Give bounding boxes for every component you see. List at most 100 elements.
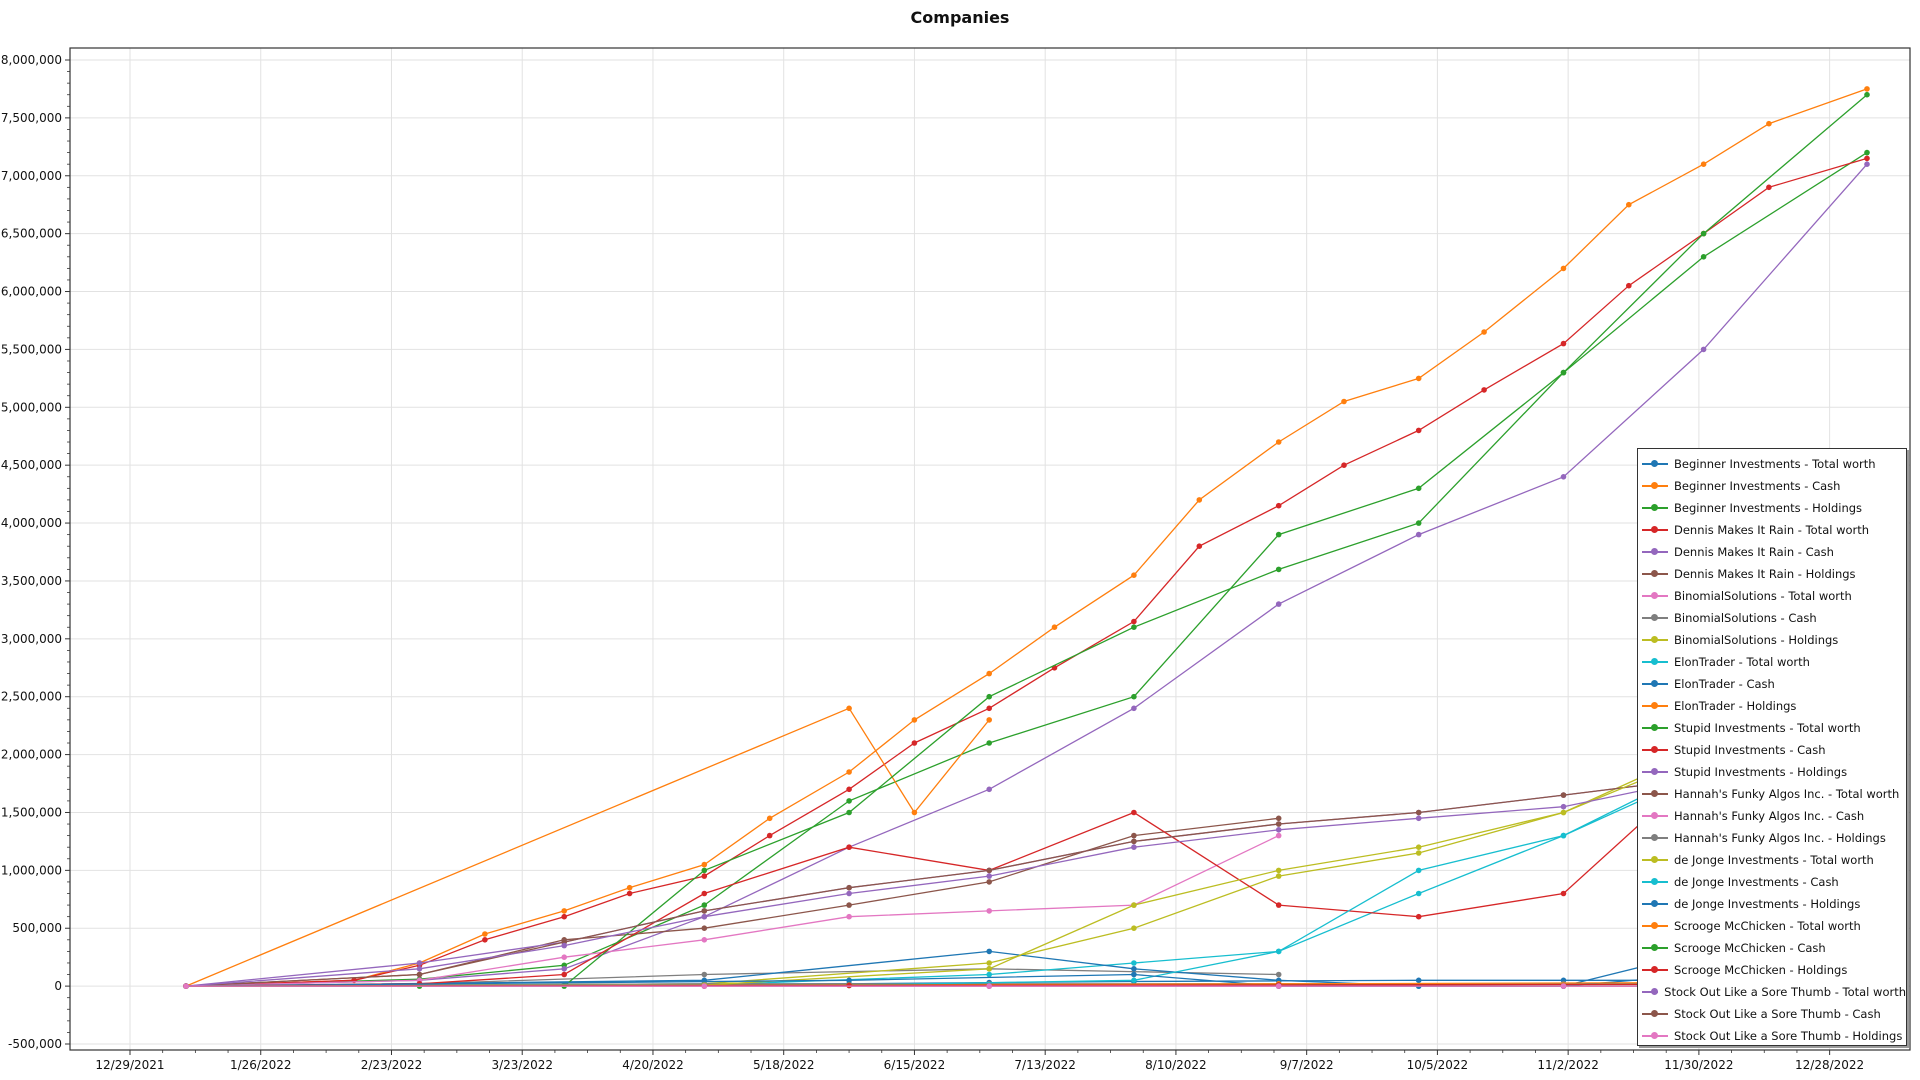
data-point bbox=[416, 966, 423, 972]
series-lines bbox=[183, 86, 1870, 989]
data-point bbox=[766, 832, 773, 839]
data-point bbox=[1481, 329, 1487, 335]
data-point bbox=[1131, 925, 1137, 931]
data-point bbox=[1275, 439, 1282, 445]
x-tick-label: 12/29/2021 bbox=[95, 1058, 164, 1072]
data-point bbox=[701, 983, 708, 989]
data-point bbox=[416, 971, 423, 978]
legend-item: Dennis Makes It Rain - Cash bbox=[1638, 541, 1906, 563]
x-tick-label: 12/28/2022 bbox=[1795, 1058, 1864, 1072]
legend-swatch bbox=[1642, 547, 1668, 557]
data-point bbox=[1481, 387, 1487, 393]
legend-item: Stupid Investments - Holdings bbox=[1638, 761, 1906, 783]
data-point bbox=[986, 717, 992, 723]
data-point bbox=[1131, 705, 1137, 712]
legend-item: ElonTrader - Holdings bbox=[1638, 695, 1906, 717]
data-point bbox=[1131, 838, 1137, 845]
legend-label: BinomialSolutions - Cash bbox=[1674, 611, 1817, 625]
x-tick-label: 9/7/2022 bbox=[1280, 1058, 1334, 1072]
data-point bbox=[701, 873, 708, 879]
legend-swatch bbox=[1642, 701, 1668, 711]
legend-label: Scrooge McChicken - Total worth bbox=[1674, 919, 1861, 933]
data-point bbox=[1275, 827, 1282, 833]
data-point bbox=[1864, 161, 1870, 167]
data-point bbox=[1275, 832, 1282, 839]
legend-item: Scrooge McChicken - Total worth bbox=[1638, 915, 1906, 937]
legend-label: ElonTrader - Holdings bbox=[1674, 699, 1797, 713]
legend-swatch bbox=[1642, 1031, 1668, 1041]
data-point bbox=[1415, 850, 1422, 856]
data-point bbox=[1415, 427, 1422, 434]
data-point bbox=[1415, 815, 1422, 822]
legend-item: Dennis Makes It Rain - Total worth bbox=[1638, 519, 1906, 541]
legend: Beginner Investments - Total worth Beginn… bbox=[1637, 448, 1907, 1046]
data-point bbox=[1560, 983, 1567, 989]
legend-item: de Jonge Investments - Total worth bbox=[1638, 849, 1906, 871]
data-point bbox=[1131, 971, 1137, 978]
legend-swatch bbox=[1642, 657, 1668, 667]
data-point bbox=[986, 948, 992, 955]
data-point bbox=[986, 740, 992, 746]
y-tick-label: 2,500,000 bbox=[1, 690, 62, 704]
legend-swatch bbox=[1642, 569, 1668, 579]
data-point bbox=[1131, 960, 1137, 966]
legend-item: BinomialSolutions - Holdings bbox=[1638, 629, 1906, 651]
legend-item: Beginner Investments - Total worth bbox=[1638, 453, 1906, 475]
data-point bbox=[1131, 977, 1137, 984]
legend-item: de Jonge Investments - Holdings bbox=[1638, 893, 1906, 915]
series-line bbox=[185, 835, 1279, 987]
data-point bbox=[986, 705, 992, 712]
data-point bbox=[1700, 161, 1707, 167]
series-1 bbox=[183, 86, 1870, 989]
data-point bbox=[1131, 966, 1137, 972]
data-point bbox=[1131, 902, 1137, 908]
data-point bbox=[1700, 230, 1707, 237]
data-point bbox=[846, 913, 852, 920]
data-point bbox=[1560, 809, 1567, 816]
series-26 bbox=[183, 983, 1870, 989]
data-point bbox=[1415, 890, 1422, 897]
data-point bbox=[846, 809, 852, 816]
y-tick-label: 7,500,000 bbox=[1, 111, 62, 125]
legend-item: Scrooge McChicken - Holdings bbox=[1638, 959, 1906, 981]
y-tick-label: 5,000,000 bbox=[1, 400, 62, 414]
legend-swatch bbox=[1642, 745, 1668, 755]
legend-label: Hannah's Funky Algos Inc. - Cash bbox=[1674, 809, 1865, 823]
data-point bbox=[911, 809, 918, 816]
data-point bbox=[911, 717, 918, 723]
legend-item: Stock Out Like a Sore Thumb - Holdings bbox=[1638, 1025, 1906, 1047]
data-point bbox=[1275, 531, 1282, 538]
series-4 bbox=[183, 161, 1870, 989]
x-tick-label: 7/13/2022 bbox=[1014, 1058, 1076, 1072]
data-point bbox=[846, 769, 852, 775]
legend-label: Beginner Investments - Total worth bbox=[1674, 457, 1876, 471]
data-point bbox=[986, 966, 992, 972]
legend-swatch bbox=[1642, 855, 1668, 865]
legend-swatch bbox=[1642, 877, 1668, 887]
legend-swatch bbox=[1642, 987, 1659, 997]
x-tick-label: 11/30/2022 bbox=[1664, 1058, 1733, 1072]
legend-label: Stock Out Like a Sore Thumb - Total wort… bbox=[1664, 985, 1906, 999]
y-tick-label: 3,000,000 bbox=[1, 632, 62, 646]
legend-swatch bbox=[1642, 789, 1668, 799]
x-tick-label: 10/5/2022 bbox=[1407, 1058, 1469, 1072]
y-tick-label: 500,000 bbox=[12, 921, 62, 935]
legend-swatch bbox=[1642, 679, 1668, 689]
data-point bbox=[1275, 601, 1282, 607]
series-line bbox=[185, 771, 1704, 987]
legend-swatch bbox=[1642, 613, 1668, 623]
legend-item: Dennis Makes It Rain - Holdings bbox=[1638, 563, 1906, 585]
series-line bbox=[185, 753, 1704, 987]
y-tick-label: -500,000 bbox=[8, 1037, 62, 1051]
data-point bbox=[1415, 913, 1422, 920]
data-point bbox=[1626, 282, 1632, 289]
data-point bbox=[1626, 201, 1632, 208]
data-point bbox=[561, 971, 567, 978]
series-line bbox=[185, 748, 1704, 987]
grid bbox=[70, 48, 1910, 1050]
data-point bbox=[986, 908, 992, 914]
series-line bbox=[185, 157, 1868, 987]
legend-label: Beginner Investments - Cash bbox=[1674, 479, 1841, 493]
legend-item: ElonTrader - Cash bbox=[1638, 673, 1906, 695]
